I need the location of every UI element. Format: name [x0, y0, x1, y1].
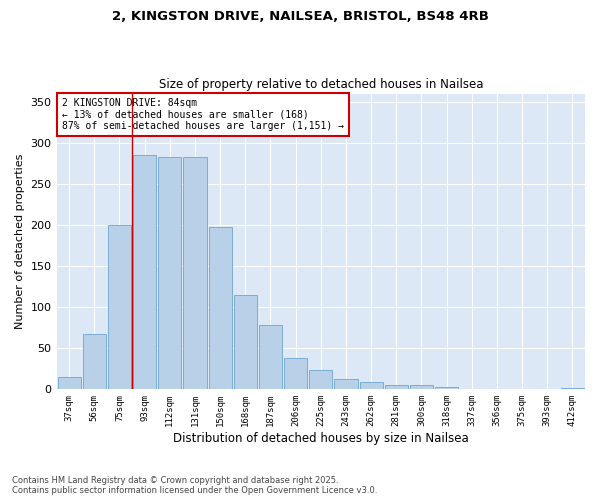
- Bar: [158, 157, 181, 390]
- Bar: [234, 295, 257, 390]
- Bar: [410, 385, 433, 390]
- Bar: [133, 155, 156, 390]
- Bar: [561, 388, 584, 390]
- Bar: [385, 385, 408, 390]
- Bar: [334, 378, 358, 390]
- Bar: [184, 157, 206, 390]
- Text: Contains HM Land Registry data © Crown copyright and database right 2025.
Contai: Contains HM Land Registry data © Crown c…: [12, 476, 377, 495]
- Bar: [284, 358, 307, 390]
- Bar: [259, 325, 282, 390]
- Bar: [359, 382, 383, 390]
- Y-axis label: Number of detached properties: Number of detached properties: [15, 154, 25, 329]
- Bar: [485, 388, 508, 390]
- Text: 2 KINGSTON DRIVE: 84sqm
← 13% of detached houses are smaller (168)
87% of semi-d: 2 KINGSTON DRIVE: 84sqm ← 13% of detache…: [62, 98, 344, 131]
- Title: Size of property relative to detached houses in Nailsea: Size of property relative to detached ho…: [158, 78, 483, 91]
- X-axis label: Distribution of detached houses by size in Nailsea: Distribution of detached houses by size …: [173, 432, 469, 445]
- Bar: [435, 387, 458, 390]
- Bar: [209, 228, 232, 390]
- Bar: [58, 377, 80, 390]
- Bar: [83, 334, 106, 390]
- Bar: [108, 225, 131, 390]
- Bar: [309, 370, 332, 390]
- Bar: [460, 388, 484, 390]
- Text: 2, KINGSTON DRIVE, NAILSEA, BRISTOL, BS48 4RB: 2, KINGSTON DRIVE, NAILSEA, BRISTOL, BS4…: [112, 10, 488, 23]
